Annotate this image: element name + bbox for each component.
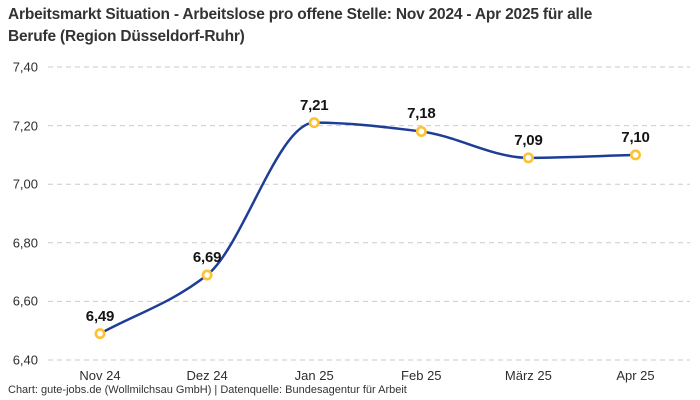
y-axis-tick-label: 7,00 bbox=[12, 176, 38, 192]
x-axis-tick-label: März 25 bbox=[504, 368, 552, 383]
data-point-marker bbox=[415, 125, 427, 137]
y-axis-tick-label: 7,20 bbox=[12, 118, 38, 134]
x-axis-tick-label: Dez 24 bbox=[186, 368, 228, 383]
data-point-label: 6,69 bbox=[192, 249, 222, 267]
data-point-label: 7,18 bbox=[407, 105, 436, 123]
data-point-marker bbox=[94, 328, 106, 340]
y-axis-tick-label: 6,80 bbox=[12, 235, 38, 251]
x-axis-tick-label: Jan 25 bbox=[294, 368, 334, 383]
y-axis-tick-label: 7,40 bbox=[12, 59, 38, 75]
data-line bbox=[98, 121, 637, 335]
chart-title-line1: Arbeitsmarkt Situation - Arbeitslose pro… bbox=[8, 6, 593, 23]
data-point-marker bbox=[308, 117, 320, 129]
chart-title-line2: Berufe (Region Düsseldorf-Ruhr) bbox=[8, 27, 245, 45]
data-point-marker bbox=[629, 149, 641, 161]
data-point-label: 7,21 bbox=[299, 96, 329, 114]
y-axis-tick-label: 6,40 bbox=[12, 352, 38, 368]
data-point-label: 7,10 bbox=[621, 128, 650, 146]
y-axis-tick-label: 6,60 bbox=[12, 293, 38, 309]
x-axis-tick-label: Feb 25 bbox=[401, 368, 442, 383]
data-point-label: 7,09 bbox=[514, 131, 543, 149]
data-point-marker bbox=[522, 152, 534, 164]
chart-source-footer: Chart: gute-jobs.de (Wollmilchsau GmbH) … bbox=[8, 384, 407, 396]
x-axis-tick-label: Apr 25 bbox=[616, 368, 655, 383]
data-point-marker bbox=[201, 269, 213, 281]
chart-title: Arbeitsmarkt Situation - Arbeitslose pro… bbox=[8, 4, 692, 47]
x-axis-tick-label: Nov 24 bbox=[79, 368, 121, 383]
data-point-label: 6,49 bbox=[85, 307, 115, 325]
